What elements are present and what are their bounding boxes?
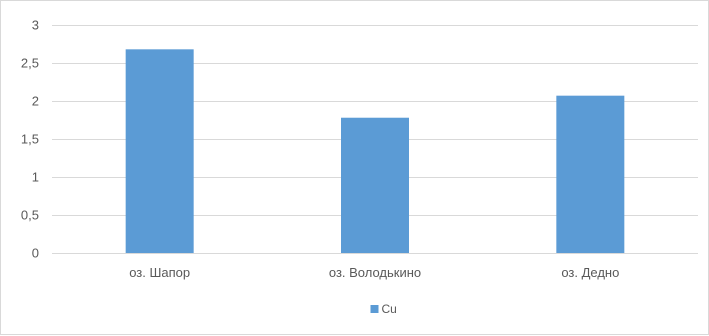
y-tick-label: 1 <box>32 170 39 185</box>
bar <box>341 117 409 253</box>
legend-swatch <box>370 305 379 313</box>
legend: Cu <box>370 302 397 316</box>
legend-label: Cu <box>382 302 397 316</box>
x-tick-label: оз. Володькино <box>329 265 421 280</box>
x-tick-label: оз. Шапор <box>129 265 190 280</box>
y-tick-label: 1,5 <box>21 132 39 147</box>
y-tick-label: 2 <box>32 94 39 109</box>
y-tick-label: 2,5 <box>21 56 39 71</box>
bar <box>556 95 625 254</box>
y-tick-label: 0,5 <box>21 208 39 223</box>
x-tick-label: оз. Дедно <box>561 265 619 280</box>
bars <box>125 49 625 254</box>
y-tick-label: 0 <box>32 246 39 261</box>
y-tick-label: 3 <box>32 18 39 33</box>
y-axis-tick-labels: 0 0,5 1 1,5 2 2,5 3 <box>21 18 39 261</box>
bar <box>125 49 194 253</box>
x-axis-tick-labels: оз. Шапор оз. Володькино оз. Дедно <box>129 265 619 280</box>
